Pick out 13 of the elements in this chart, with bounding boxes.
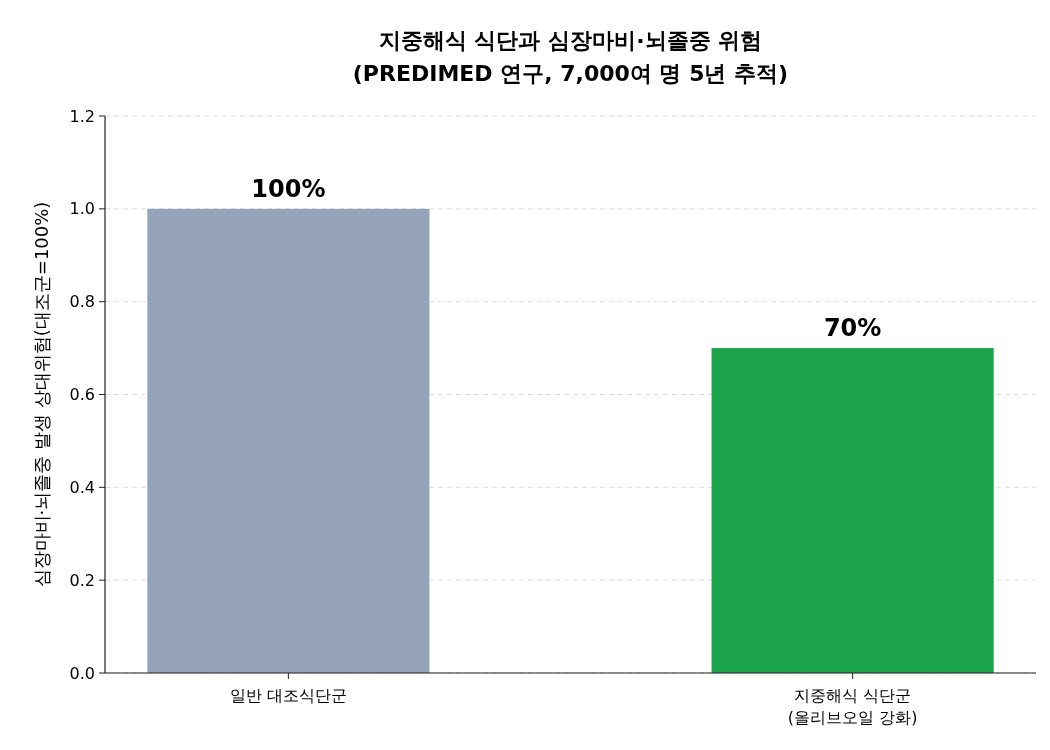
y-tick-label: 0.8 xyxy=(69,292,95,312)
y-tick-label: 0.2 xyxy=(69,570,95,590)
x-tick-label: 지중해식 식단군 (올리브오일 강화) xyxy=(787,686,918,727)
y-axis-title: 심장마비·뇌졸중 발생 상대위험(대조군=100%) xyxy=(31,201,52,588)
y-tick-label: 1.0 xyxy=(69,199,95,219)
y-tick-label: 1.2 xyxy=(69,106,95,126)
data-label: 70% xyxy=(823,314,882,343)
y-tick-label: 0.6 xyxy=(69,385,95,405)
chart-title: 지중해식 식단과 심장마비·뇌졸중 위험 (PREDIMED 연구, 7,000여 명 5년 추적) xyxy=(352,28,789,86)
x-tick-label: 일반 대조식단군 xyxy=(229,686,347,705)
y-tick-label: 0.4 xyxy=(69,477,95,497)
y-tick-label: 0.0 xyxy=(69,663,95,683)
data-label: 100% xyxy=(251,174,326,203)
